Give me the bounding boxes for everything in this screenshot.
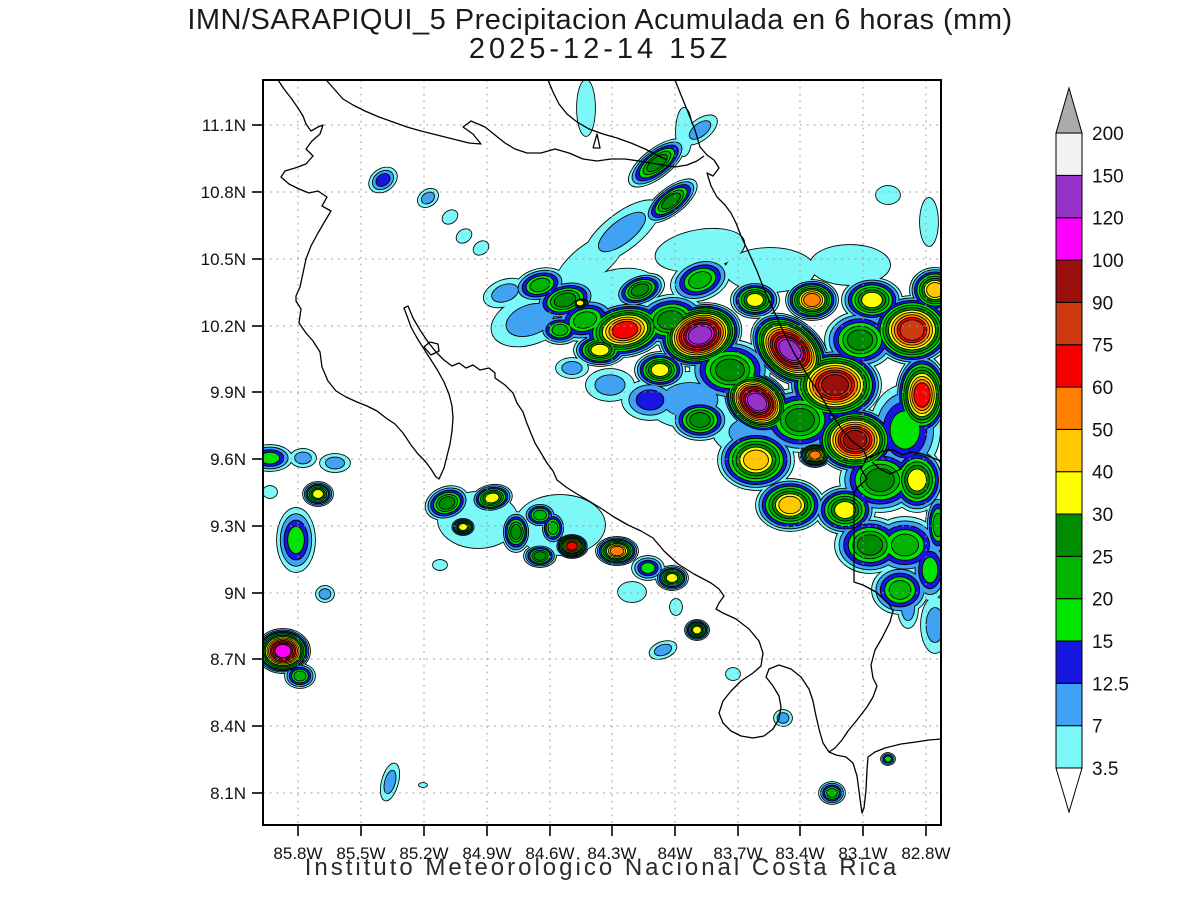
colorbar-label: 12.5 xyxy=(1092,674,1129,695)
colorbar-over-arrow xyxy=(1055,86,1083,134)
colorbar-cell xyxy=(1055,428,1083,473)
lon-tick-label: 84W xyxy=(658,844,693,863)
colorbar-label: 3.5 xyxy=(1092,759,1118,780)
colorbar-cell xyxy=(1055,555,1083,600)
lon-tick-label: 83.4W xyxy=(775,844,824,863)
colorbar-label: 40 xyxy=(1092,463,1113,484)
colorbar-label: 75 xyxy=(1092,336,1113,357)
plot-frame xyxy=(262,79,942,826)
lat-tick-label: 10.2N xyxy=(201,317,246,336)
colorbar-label: 200 xyxy=(1092,124,1124,145)
colorbar-cell xyxy=(1055,471,1083,515)
colorbar-cell xyxy=(1055,217,1083,261)
colorbar-label: 7 xyxy=(1092,717,1103,738)
colorbar-cell xyxy=(1055,386,1083,430)
graticule-grid xyxy=(263,80,941,825)
lat-tick-label: 8.7N xyxy=(210,650,246,669)
lon-tick-label: 84.9W xyxy=(462,844,511,863)
colorbar-cell xyxy=(1055,259,1083,303)
lon-axis: 85.8W 85.5W 85.2W 84.9W 84.6W 84.3W 84W 83.7W 83… xyxy=(273,825,951,863)
colorbar-cell xyxy=(1055,174,1083,219)
colorbar-cell xyxy=(1055,344,1083,388)
lon-tick-label: 85.8W xyxy=(273,844,322,863)
lat-tick-label: 10.5N xyxy=(201,250,246,269)
lat-tick-label: 11.1N xyxy=(202,116,246,135)
colorbar-cell xyxy=(1055,725,1083,769)
colorbar-label: 15 xyxy=(1092,632,1113,653)
valid-time: 2025-12-14 15Z xyxy=(468,33,732,65)
lon-tick-label: 83.7W xyxy=(713,844,762,863)
lat-axis: 11.1N 10.8N 10.5N 10.2N 9.9N 9.6N 9.3N 9N 8.7N 8.… xyxy=(201,116,263,803)
colorbar-under-arrow xyxy=(1055,767,1083,814)
colorbar-label: 120 xyxy=(1092,209,1124,230)
lon-tick-label: 84.3W xyxy=(587,844,636,863)
colorbar-cell xyxy=(1055,640,1083,684)
colorbar-label: 25 xyxy=(1092,547,1113,568)
lon-tick-label: 84.6W xyxy=(525,844,574,863)
lat-tick-label: 9.3N xyxy=(210,517,246,536)
colorbar-cell xyxy=(1055,301,1083,346)
lat-tick-label: 8.1N xyxy=(210,784,246,803)
colorbar-label: 60 xyxy=(1092,378,1113,399)
colorbar-label: 20 xyxy=(1092,590,1113,611)
lon-tick-label: 85.2W xyxy=(399,844,448,863)
lon-tick-label: 85.5W xyxy=(336,844,385,863)
lon-tick-label: 83.1W xyxy=(838,844,887,863)
colorbar: 3.5 7 12.5 15 20 25 30 40 50 60 75 90 100 120 150 200 xyxy=(1055,86,1129,814)
lat-tick-label: 9.9N xyxy=(210,383,246,402)
lon-tick-label: 82.8W xyxy=(901,844,950,863)
colorbar-label: 150 xyxy=(1092,166,1124,187)
colorbar-cell xyxy=(1055,598,1083,642)
colorbar-label: 100 xyxy=(1092,251,1124,272)
lat-tick-label: 10.8N xyxy=(201,183,246,202)
footer-credit: Instituto Meteorologico Nacional Costa R… xyxy=(304,854,900,881)
page-title: IMN/SARAPIQUI_5 Precipitacion Acumulada … xyxy=(187,4,1013,36)
lat-tick-label: 9.6N xyxy=(210,450,246,469)
colorbar-label: 90 xyxy=(1092,293,1113,314)
lat-tick-label: 9N xyxy=(224,584,246,603)
colorbar-label: 50 xyxy=(1092,420,1113,441)
lat-tick-label: 8.4N xyxy=(210,717,246,736)
coastline xyxy=(277,80,941,814)
colorbar-cell xyxy=(1055,682,1083,727)
precipitation-field xyxy=(263,80,941,805)
colorbar-cell xyxy=(1055,132,1083,176)
colorbar-label: 30 xyxy=(1092,505,1113,526)
colorbar-cell xyxy=(1055,513,1083,557)
